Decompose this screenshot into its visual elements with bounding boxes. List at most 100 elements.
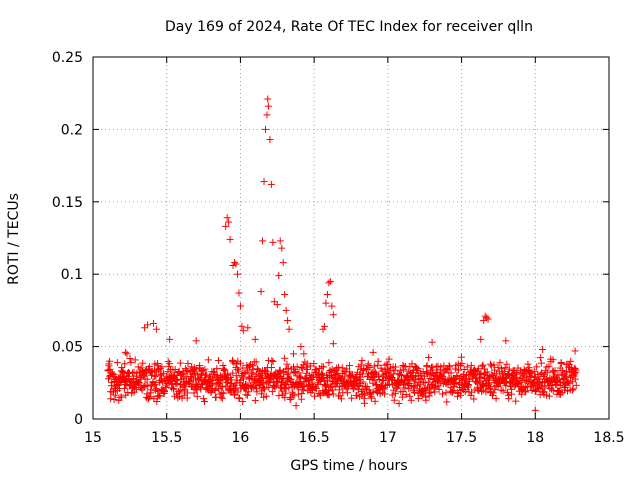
data-point [533, 363, 541, 371]
data-point [571, 375, 579, 383]
data-point [156, 392, 164, 400]
data-point [489, 389, 497, 397]
data-point [152, 325, 160, 333]
data-point [572, 381, 580, 389]
data-point [260, 178, 268, 186]
data-point [299, 365, 307, 373]
data-point [268, 357, 276, 365]
data-point [556, 390, 564, 398]
data-point [266, 136, 274, 144]
data-point [370, 362, 378, 370]
data-point [329, 340, 337, 348]
data-point [239, 375, 247, 383]
plot-frame [92, 56, 610, 420]
y-tick-labels: 0 0.05 0.1 0.15 0.2 0.25 [52, 50, 83, 428]
data-point [341, 373, 349, 381]
data-point [539, 345, 547, 353]
data-point [144, 321, 152, 329]
data-point [447, 369, 455, 377]
data-point [275, 272, 283, 280]
x-axis-label: GPS time / hours [290, 458, 407, 474]
data-point [284, 317, 292, 325]
data-point [348, 394, 356, 402]
data-point [204, 356, 212, 364]
data-point [360, 399, 368, 407]
data-point [325, 279, 333, 287]
data-point [486, 384, 494, 392]
data-point [161, 388, 169, 396]
data-point [471, 371, 479, 379]
data-point [554, 371, 562, 379]
data-point [402, 390, 410, 398]
data-point [477, 335, 485, 343]
data-point [262, 392, 270, 400]
x-tick-label: 17.5 [446, 430, 477, 446]
data-point [508, 385, 516, 393]
data-point [494, 363, 502, 371]
data-point [421, 379, 429, 387]
data-point [534, 371, 542, 379]
data-point [134, 363, 142, 371]
data-point [455, 366, 463, 374]
data-point [147, 386, 155, 394]
data-point [269, 238, 277, 246]
data-point [154, 359, 162, 367]
data-point [491, 386, 499, 394]
data-point [190, 370, 198, 378]
data-point [446, 363, 454, 371]
data-point [232, 260, 240, 268]
data-point [233, 365, 241, 373]
data-point [237, 359, 245, 367]
data-point [214, 357, 222, 365]
data-point [343, 389, 351, 397]
data-point [110, 395, 118, 403]
data-point [290, 368, 298, 376]
data-point [246, 374, 254, 382]
data-point [545, 392, 553, 400]
data-point [261, 125, 269, 133]
data-point [192, 337, 200, 345]
data-point [424, 378, 432, 386]
data-point [451, 365, 459, 373]
x-tick-labels: 15 15.5 16 16.5 17 17.5 18 18.5 [84, 430, 625, 446]
data-point [381, 382, 389, 390]
data-point [293, 363, 301, 371]
data-point [569, 385, 577, 393]
data-point [443, 398, 451, 406]
data-point [279, 259, 287, 267]
data-point [477, 370, 485, 378]
data-point [290, 350, 298, 358]
data-point [426, 374, 434, 382]
data-point [231, 259, 239, 267]
data-point [229, 262, 237, 270]
data-point [276, 237, 284, 245]
data-point [502, 382, 510, 390]
data-point [545, 362, 553, 370]
data-point [297, 343, 305, 351]
data-point [419, 368, 427, 376]
data-point [325, 359, 333, 367]
data-point [398, 393, 406, 401]
data-point [294, 390, 302, 398]
data-point [244, 388, 252, 396]
data-point [190, 389, 198, 397]
y-tick-label: 0 [74, 412, 83, 428]
data-point [437, 363, 445, 371]
data-point [198, 370, 206, 378]
data-point [290, 392, 298, 400]
data-point [464, 381, 472, 389]
data-point [322, 382, 330, 390]
data-point [410, 377, 418, 385]
data-point [359, 378, 367, 386]
data-point [347, 372, 355, 380]
data-point [312, 384, 320, 392]
data-point [492, 395, 500, 403]
data-point [483, 368, 491, 376]
data-point [184, 360, 192, 368]
data-point [264, 102, 272, 110]
data-point [395, 400, 403, 408]
data-point [278, 375, 286, 383]
data-point [285, 384, 293, 392]
data-point [461, 387, 469, 395]
data-point [218, 394, 226, 402]
